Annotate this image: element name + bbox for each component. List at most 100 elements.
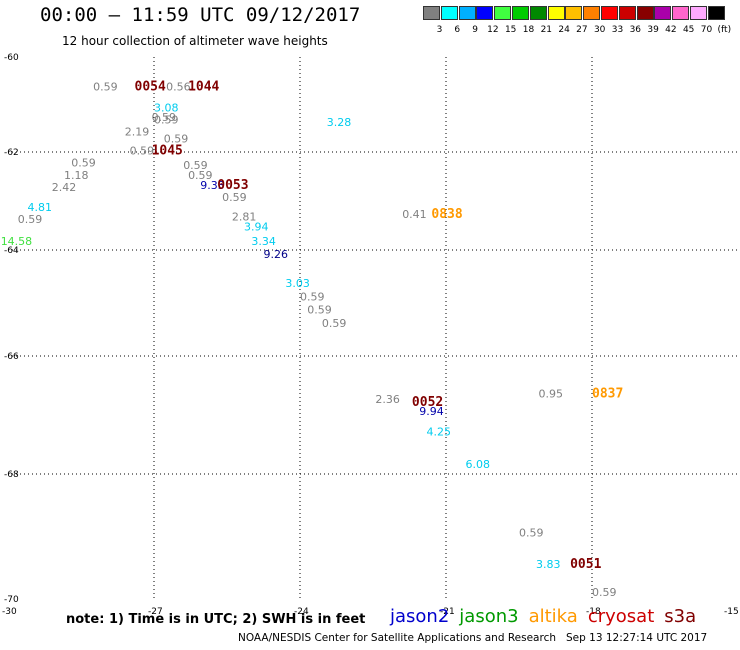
legend-swatch: [565, 6, 583, 20]
legend-label: 42: [665, 25, 677, 35]
wave-height-label: 0.95: [538, 387, 563, 400]
wave-height-label: 9.26: [264, 248, 289, 261]
wave-height-label: 1.18: [64, 169, 89, 182]
wave-height-label: 0.59: [164, 133, 189, 146]
wave-height-label: 6.08: [465, 458, 490, 471]
wave-height-label: 0.59: [519, 527, 544, 540]
legend-swatch: [458, 6, 476, 20]
wave-height-label: 3.03: [285, 277, 310, 290]
wave-height-label: 2.42: [52, 181, 77, 194]
wave-height-label: 3.94: [244, 220, 268, 233]
x-tick-label: -15: [724, 607, 739, 617]
legend-label: 15: [504, 25, 517, 35]
wave-height-label: 0.59: [18, 213, 43, 226]
wave-height-label: 4.81: [27, 201, 52, 214]
wave-height-label: 14.58: [1, 235, 33, 248]
y-tick-label: -68: [4, 470, 19, 480]
y-tick-label: -66: [4, 352, 19, 362]
wave-height-label: 3.08: [154, 102, 179, 115]
wave-height-label: 2.81: [232, 211, 257, 224]
pass-time-label: 0837: [592, 386, 623, 401]
wave-height-label: 0.59: [152, 111, 177, 124]
pass-time-label: 0053: [217, 178, 248, 193]
wave-height-label: 0.59: [93, 80, 118, 93]
y-tick-label: -60: [4, 53, 19, 63]
wave-height-label: 4.25: [427, 426, 452, 439]
legend-label: 18: [522, 25, 535, 35]
legend-swatch: [476, 6, 494, 20]
legend-swatch: [672, 6, 690, 20]
y-tick-label: -64: [4, 246, 19, 256]
satellite-legend: jason2 jason3 altika cryosat s3a: [390, 606, 706, 627]
legend-swatch: [707, 6, 725, 20]
legend-swatch: [618, 6, 636, 20]
wave-height-label: 0.59: [130, 144, 155, 157]
wave-height-label: 0.59: [154, 114, 179, 127]
wave-height-label: 0.59: [183, 159, 208, 172]
wave-height-label: 0.41: [402, 208, 427, 221]
legend-label: 45: [682, 25, 695, 35]
wave-height-label: 0.59: [188, 169, 213, 182]
footer-credit: NOAA/NESDIS Center for Satellite Applica…: [238, 632, 708, 644]
x-tick-label: -30: [2, 607, 17, 617]
pass-time-label: 0052: [412, 395, 443, 410]
wave-height-label: 0.59: [322, 317, 347, 330]
legend-label: 24: [558, 25, 570, 35]
wave-height-label: 2.19: [125, 125, 150, 138]
legend-swatch: [583, 6, 601, 20]
units-note: note: 1) Time is in UTC; 2) SWH is in fe…: [66, 612, 366, 627]
wave-height-label: 0.59: [592, 586, 617, 599]
wave-height-label: 0.59: [300, 290, 325, 303]
legend-swatch: [512, 6, 529, 20]
wave-height-label: 3.34: [251, 235, 275, 248]
wave-height-label: 0.59: [71, 157, 96, 170]
legend-swatch: [654, 6, 672, 20]
wave-height-label: 2.36: [375, 393, 400, 406]
x-tick-label: -21: [440, 607, 455, 617]
wave-height-label: 0.59: [307, 304, 332, 317]
wave-height-label: 0.59: [222, 191, 247, 204]
satellite-jason3: jason3: [459, 606, 519, 627]
y-tick-label: -70: [4, 595, 19, 605]
legend-label: 6: [454, 25, 461, 35]
legend-label: 30: [593, 25, 606, 35]
legend-swatch: [636, 6, 654, 20]
pass-time-label: 1044: [188, 79, 219, 94]
wave-height-label: 0.56: [166, 80, 191, 93]
pass-time-label: 0054: [135, 79, 166, 94]
legend-swatch: [529, 6, 547, 20]
chart-title: 00:00 – 11:59 UTC 09/12/2017: [40, 4, 361, 26]
legend-label: (ft): [717, 25, 732, 35]
legend-swatch: [601, 6, 618, 20]
satellite-cryosat: cryosat: [587, 606, 655, 627]
satellite-altika: altika: [528, 606, 578, 627]
pass-time-label: 1045: [152, 143, 183, 158]
chart-subtitle: 12 hour collection of altimeter wave hei…: [62, 34, 328, 48]
y-tick-label: -62: [4, 148, 19, 158]
wave-height-label: 3.83: [536, 558, 561, 571]
legend-label: 39: [647, 25, 659, 35]
satellite-s3a: s3a: [664, 606, 697, 627]
legend-swatch: [423, 6, 440, 20]
x-tick-label: -18: [586, 607, 601, 617]
legend-swatch: [547, 6, 565, 20]
pass-time-label: 0051: [570, 557, 601, 572]
x-tick-label: -24: [294, 607, 309, 617]
legend-label: 70: [700, 25, 713, 35]
legend-label: 36: [629, 25, 642, 35]
wave-height-label: 3.28: [327, 116, 352, 129]
legend-label: 33: [611, 25, 624, 35]
legend-label: 21: [540, 25, 553, 35]
x-tick-label: -27: [148, 607, 163, 617]
legend-swatch: [690, 6, 707, 20]
wave-height-label: 9.94: [419, 405, 444, 418]
legend-label: 3: [436, 25, 443, 35]
legend-label: 9: [472, 25, 478, 35]
legend-label: 12: [487, 25, 499, 35]
legend-swatch: [440, 6, 458, 20]
pass-time-label: 0838: [431, 207, 462, 222]
satellite-jason2: jason2: [390, 606, 450, 627]
legend-label: 27: [576, 25, 588, 35]
legend-swatch: [494, 6, 512, 20]
